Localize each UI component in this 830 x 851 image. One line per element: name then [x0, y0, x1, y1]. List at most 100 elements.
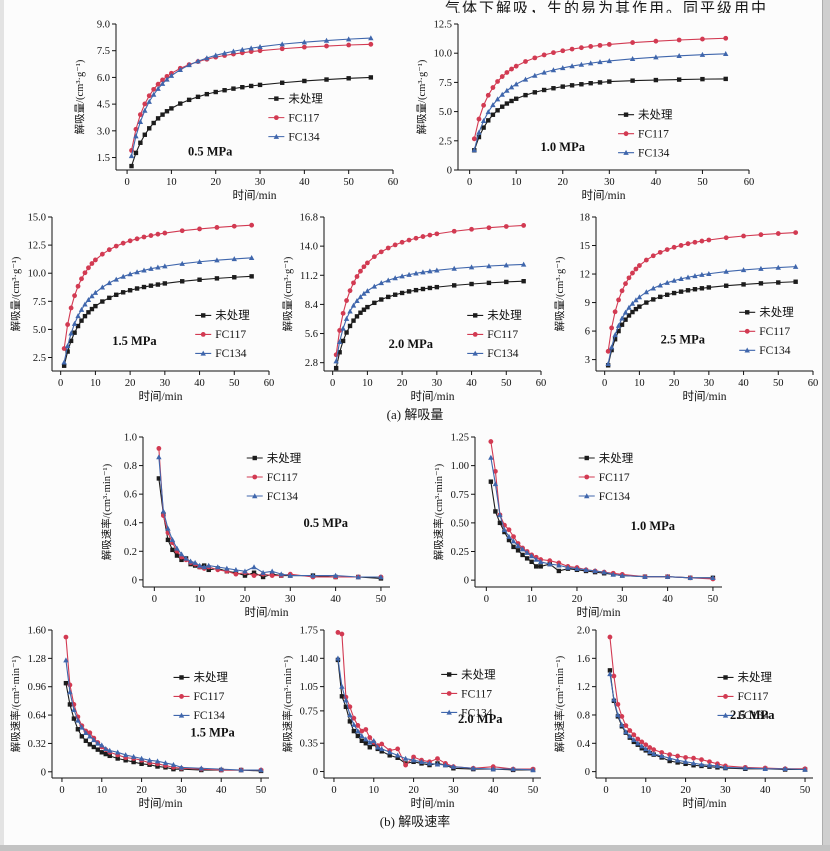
x-tick-label: 40 — [651, 177, 662, 188]
x-tick-label: 60 — [264, 378, 275, 389]
y-tick-label: 2.5 — [33, 353, 46, 364]
y-tick-label: 8.4 — [305, 300, 319, 311]
y-axis-label: 解吸量/(cm³·g⁻¹) — [73, 59, 86, 134]
x-tick-label: 10 — [166, 177, 177, 188]
y-tick-label: 1.75 — [300, 626, 318, 637]
x-tick-label: 30 — [160, 378, 171, 389]
y-tick-label: 16.8 — [300, 213, 318, 224]
chart-svg-a3: 0 10 20 30 40 50 60 2.5 5.0 7.5 10.0 12.5 15.0 时间/min… — [9, 213, 275, 404]
x-axis-label: 时间/min — [682, 390, 726, 403]
x-tick-label: 30 — [255, 177, 265, 188]
x-tick-label: 20 — [136, 785, 147, 796]
clipped-body-text-fragment: 气体下解吸，生的易为其作用。同平级用中 — [444, 1, 768, 13]
y-tick-label: 0.75 — [451, 490, 469, 501]
x-tick-label: 10 — [641, 785, 652, 796]
x-tick-label: 10 — [634, 378, 645, 389]
legend-label-fc134: FC134 — [215, 348, 247, 360]
axes — [115, 24, 393, 171]
x-tick-label: 30 — [604, 177, 615, 188]
y-tick-label: 1.00 — [451, 461, 469, 472]
series-untreated — [605, 279, 798, 368]
legend-label-untreated: 未处理 — [487, 309, 522, 322]
x-tick-label: 10 — [369, 785, 380, 796]
legend-label-untreated: 未处理 — [759, 306, 794, 319]
x-tick-label: 0 — [603, 785, 608, 796]
axes — [474, 437, 722, 588]
x-tick-label: 50 — [708, 594, 719, 605]
legend-label-untreated: 未处理 — [599, 452, 634, 465]
legend-label-untreated: 未处理 — [194, 671, 229, 684]
x-tick-label: 20 — [397, 378, 408, 389]
legend: 未处理 FC117 FC134 — [173, 671, 229, 722]
y-tick-label: 1.6 — [577, 654, 590, 665]
series-fc134 — [63, 657, 264, 773]
pressure-annotation: 1.5 MPa — [190, 726, 235, 740]
x-tick-label: 60 — [808, 378, 819, 389]
page-right-edge — [822, 0, 830, 851]
legend: 未处理 FC117 FC134 — [618, 108, 673, 159]
x-axis-label: 时间/min — [138, 797, 182, 810]
series-fc117 — [61, 222, 255, 351]
y-tick-label: 1.60 — [28, 626, 46, 637]
y-tick-label: 0 — [132, 575, 137, 586]
series-untreated — [607, 668, 808, 772]
x-tick-label: 50 — [528, 785, 539, 796]
series-fc117 — [607, 634, 808, 772]
y-axis-label: 解吸量/(cm³·g⁻¹) — [9, 256, 22, 331]
clipped-body-text: 气体下解吸，生的易为其作用。同平级用中 — [0, 0, 830, 13]
pressure-annotation: 2.5 MPa — [730, 708, 775, 722]
pressure-annotation: 2.0 MPa — [389, 337, 434, 351]
chart-svg-a5: 0 10 20 30 40 50 60 3 6 9 12 15 18 时间/min 解吸量/(cm³·g⁻¹… — [553, 213, 819, 404]
x-tick-label: 20 — [669, 378, 680, 389]
chart-svg-a2: 0 10 20 30 40 50 60 0 2.5 5.0 7.5 10.0 12.5 时间/min 解吸量… — [415, 20, 754, 203]
series-fc134 — [488, 454, 716, 581]
chart-desorption-amount-2p5mpa: 0 10 20 30 40 50 60 3 6 9 12 15 18 时间/min 解吸量/(cm³·g⁻¹… — [552, 208, 822, 404]
x-tick-label: 50 — [501, 378, 512, 389]
x-tick-label: 30 — [176, 785, 187, 796]
x-tick-label: 20 — [210, 177, 221, 188]
x-tick-label: 40 — [488, 785, 499, 796]
y-tick-label: 5.6 — [305, 329, 318, 340]
y-tick-label: 6.0 — [97, 73, 110, 84]
y-tick-label: 0.64 — [28, 711, 47, 722]
legend-label-fc117: FC117 — [288, 112, 319, 124]
axes — [595, 630, 813, 779]
series-fc117 — [471, 35, 729, 142]
x-tick-label: 0 — [124, 177, 129, 188]
x-tick-label: 40 — [299, 177, 310, 188]
legend-label-untreated: 未处理 — [738, 671, 773, 684]
series-line-fc134 — [130, 37, 371, 157]
y-tick-label: 1.2 — [577, 682, 590, 693]
y-tick-label: 5.0 — [439, 107, 452, 118]
series-line-fc117 — [609, 637, 806, 770]
y-tick-label: 12.5 — [434, 20, 452, 31]
series-fc134 — [156, 454, 384, 580]
y-tick-label: 0 — [585, 767, 590, 778]
legend-label-untreated: 未处理 — [461, 668, 496, 681]
x-tick-label: 40 — [216, 785, 227, 796]
y-tick-label: 11.2 — [300, 271, 318, 282]
x-tick-label: 60 — [536, 378, 547, 389]
y-tick-label: 14.0 — [300, 242, 318, 253]
legend: 未处理 FC117 FC134 — [467, 309, 522, 360]
chart-desorption-rate-1p0mpa: 0 10 20 30 40 50 0 0.25 0.50 0.75 1.00 1.25 时间/min 解吸… — [431, 428, 731, 620]
legend-label-untreated: 未处理 — [288, 92, 323, 105]
x-tick-label: 10 — [97, 785, 108, 796]
x-tick-label: 50 — [697, 177, 708, 188]
x-tick-label: 40 — [466, 378, 477, 389]
y-tick-label: 2.0 — [577, 626, 590, 637]
pressure-annotation: 1.5 MPa — [112, 334, 157, 348]
y-axis-label: 解吸速率/(cm³·min⁻¹) — [432, 463, 445, 560]
series-untreated — [129, 75, 374, 169]
x-axis-label: 时间/min — [682, 797, 726, 810]
y-tick-label: 0.4 — [577, 739, 591, 750]
legend-label-fc117: FC117 — [215, 329, 246, 341]
pressure-annotation: 2.5 MPa — [661, 332, 706, 346]
x-tick-label: 50 — [256, 785, 267, 796]
legend-label-fc134: FC134 — [487, 348, 519, 360]
y-tick-label: 0.75 — [300, 706, 318, 717]
x-tick-label: 30 — [285, 594, 296, 605]
y-tick-label: 0.50 — [451, 518, 469, 529]
x-tick-label: 50 — [229, 378, 240, 389]
